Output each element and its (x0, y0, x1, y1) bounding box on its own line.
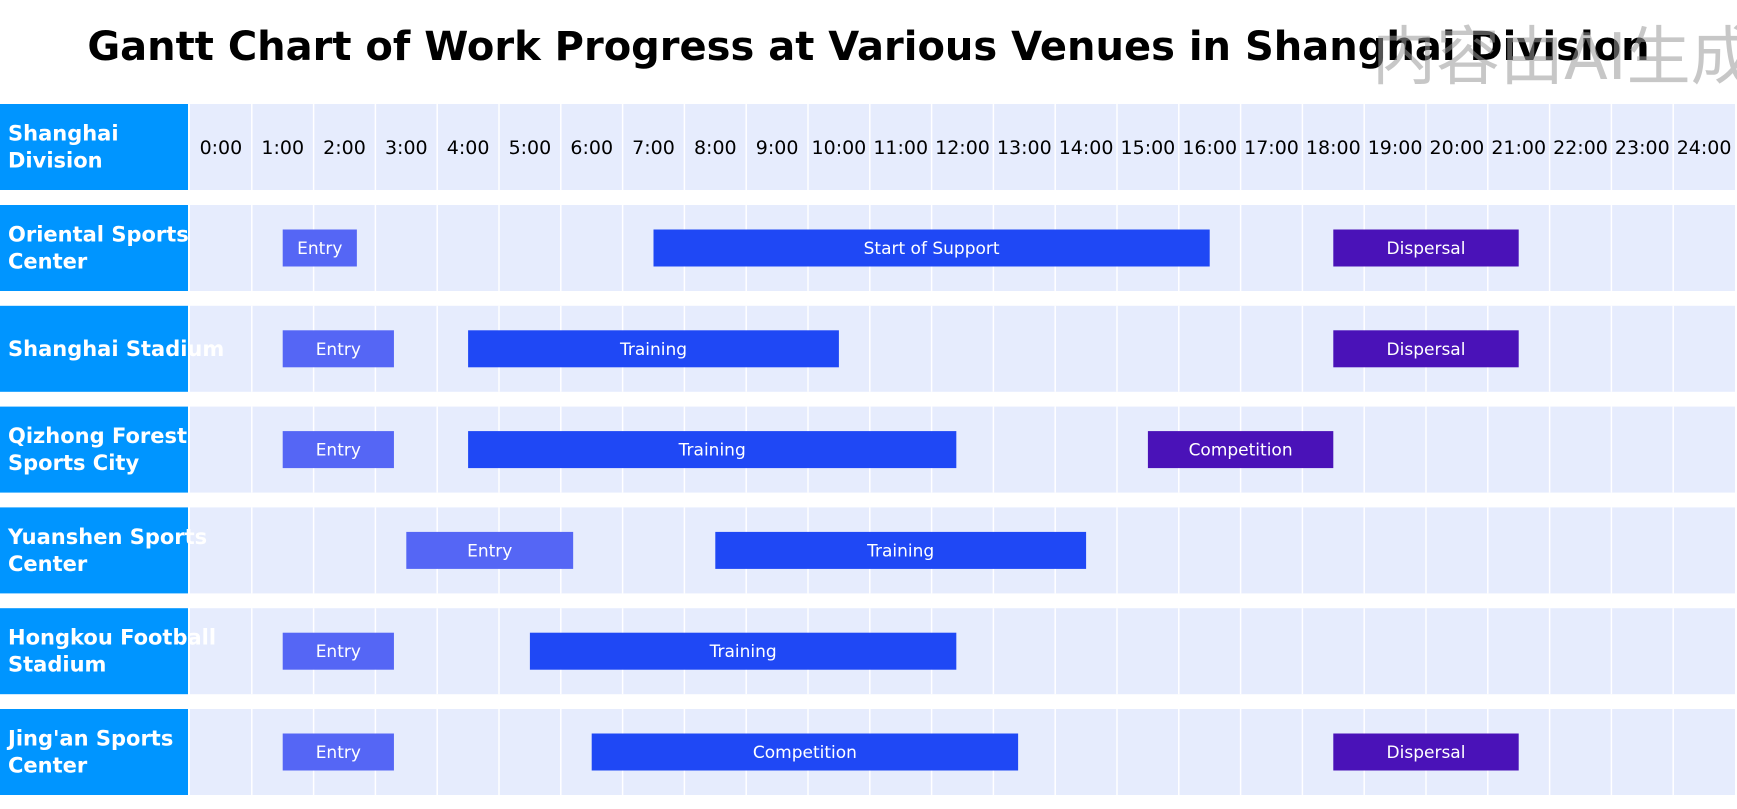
task-bars: Entry Start of Support Dispersal Entry Train… (282, 229, 1519, 771)
task-bar (1333, 733, 1519, 771)
row-label-cell (0, 608, 188, 695)
task-label: Start of Support (864, 239, 1000, 259)
tick-label: 4:00 (447, 137, 490, 159)
tick-label: 3:00 (385, 137, 428, 159)
tick-label: 15:00 (1121, 137, 1176, 159)
tick-label: 1:00 (261, 137, 304, 159)
tick-label: 7:00 (632, 137, 675, 159)
venue-label: Jing'an Sports Center (6, 727, 173, 778)
tick-label: 0:00 (200, 137, 243, 159)
task-bar (1333, 330, 1519, 368)
task-label: Training (709, 642, 777, 662)
tick-label: 8:00 (694, 137, 737, 159)
venue-label: Shanghai Stadium (8, 337, 224, 361)
tick-label: 23:00 (1615, 137, 1670, 159)
row-background (190, 608, 1735, 695)
task-bar (282, 229, 357, 267)
task-bar (282, 632, 394, 670)
task-bar (1333, 229, 1519, 267)
task-label: Dispersal (1387, 743, 1466, 763)
venue-label: Qizhong Forest Sports City (8, 424, 187, 475)
header-label-cell (0, 104, 188, 190)
row-label-cell (0, 406, 188, 493)
time-axis: 0:00 1:00 2:00 3:00 4:00 5:00 6:00 7:00 8:00 9:00… (200, 137, 1732, 159)
task-bar (529, 632, 957, 670)
row-label-cell (0, 709, 188, 795)
tick-label: 22:00 (1553, 137, 1608, 159)
tick-label: 17:00 (1244, 137, 1299, 159)
task-bar (468, 431, 957, 469)
task-label: Training (678, 441, 746, 461)
venue-label: Yuanshen Sports Center (7, 525, 207, 576)
task-label: Competition (753, 743, 857, 763)
task-label: Training (866, 541, 934, 561)
task-label: Entry (316, 642, 361, 662)
venue-label: Oriental Sports Center (8, 223, 189, 274)
task-label: Entry (467, 541, 512, 561)
task-bar (468, 330, 839, 368)
task-label: Dispersal (1387, 340, 1466, 360)
task-label: Competition (1189, 441, 1293, 461)
tick-label: 19:00 (1368, 137, 1423, 159)
row-label-cell (0, 305, 188, 392)
tick-label: 9:00 (756, 137, 799, 159)
task-bar (591, 733, 1019, 771)
tick-label: 5:00 (509, 137, 552, 159)
tick-label: 11:00 (873, 137, 928, 159)
task-bar (715, 531, 1087, 569)
task-label: Entry (316, 441, 361, 461)
tick-label: 24:00 (1677, 137, 1732, 159)
tick-label: 12:00 (935, 137, 990, 159)
tick-label: 14:00 (1059, 137, 1114, 159)
task-bar (282, 431, 394, 469)
task-label: Dispersal (1387, 239, 1466, 259)
tick-label: 18:00 (1306, 137, 1361, 159)
task-bar (406, 531, 574, 569)
task-label: Training (619, 340, 687, 360)
tick-label: 20:00 (1430, 137, 1485, 159)
tick-label: 13:00 (997, 137, 1052, 159)
tick-label: 2:00 (323, 137, 366, 159)
task-bar (1147, 431, 1334, 469)
row-label-cell (0, 205, 188, 291)
tick-label: 6:00 (570, 137, 613, 159)
tick-label: 21:00 (1491, 137, 1546, 159)
task-bar (282, 733, 394, 771)
chart-title: Gantt Chart of Work Progress at Various … (87, 24, 1650, 70)
task-bar (282, 330, 394, 368)
venue-label: Hongkou Football Stadium (8, 626, 216, 677)
task-bar (653, 229, 1210, 267)
task-label: Entry (316, 340, 361, 360)
row-backgrounds (190, 104, 1735, 795)
row-labels: Shanghai Division Oriental Sports Center Sha… (0, 104, 224, 795)
header-label: Shanghai Division (8, 122, 119, 173)
task-label: Entry (316, 743, 361, 763)
tick-label: 16:00 (1182, 137, 1237, 159)
tick-label: 10:00 (812, 137, 867, 159)
header-row-background (190, 104, 1735, 190)
task-label: Entry (297, 239, 342, 259)
row-label-cell (0, 507, 188, 594)
row-background (190, 406, 1735, 493)
